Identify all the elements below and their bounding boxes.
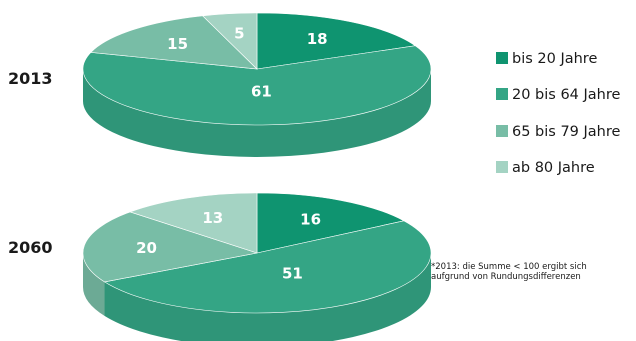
legend-item-20-to-64: 20 bis 64 Jahre <box>496 87 621 103</box>
pies-group: 18 61 15 5 16 51 20 13 <box>82 12 432 341</box>
legend-swatch-80-plus <box>496 161 508 173</box>
pie-2013-value-under-20: 18 <box>307 30 328 48</box>
pie-2060-side-65-to-79 <box>83 253 105 316</box>
pie-2013-value-20-to-64: 61 <box>251 82 272 100</box>
pie-2013-slice-65-to-79 <box>90 15 258 70</box>
legend-swatch-20-to-64 <box>496 88 508 100</box>
legend-label-under-20: bis 20 Jahre <box>512 51 597 67</box>
pie-2060-value-65-to-79: 20 <box>136 239 157 257</box>
legend-swatch-under-20 <box>496 52 508 64</box>
pie-2060-value-80-plus: 13 <box>202 209 223 227</box>
pie-2060-value-under-20: 16 <box>300 210 321 228</box>
legend: bis 20 Jahre 20 bis 64 Jahre 65 bis 79 J… <box>496 51 621 176</box>
year-label-2060: 2060 <box>8 238 53 257</box>
legend-label-80-plus: ab 80 Jahre <box>512 160 595 176</box>
pie-2060-slice-under-20 <box>256 192 405 254</box>
pie-2060-slice-20-to-64 <box>103 220 432 314</box>
pie-2013-value-65-to-79: 15 <box>167 35 188 53</box>
pie-2013-slice-80-plus <box>202 12 258 70</box>
pie-2060-slice-80-plus <box>129 192 258 254</box>
pie-2013-side-20-to-64 <box>83 69 431 157</box>
footnote-line-2: aufgrund von Rundungsdifferenzen <box>431 272 581 282</box>
pie-2060-slice-65-to-79 <box>82 211 258 283</box>
year-label-2013: 2013 <box>8 69 53 88</box>
legend-label-20-to-64: 20 bis 64 Jahre <box>512 87 621 103</box>
legend-label-65-to-79: 65 bis 79 Jahre <box>512 124 621 140</box>
legend-item-80-plus: ab 80 Jahre <box>496 160 595 176</box>
pie-2013-slice-20-to-64 <box>82 45 432 126</box>
legend-item-65-to-79: 65 bis 79 Jahre <box>496 124 621 140</box>
pie-2060-side-20-to-64 <box>104 253 431 341</box>
legend-item-under-20: bis 20 Jahre <box>496 51 597 67</box>
footnote-line-1: *2013: die Summe < 100 ergibt sich <box>431 262 587 272</box>
pie-2013-slice-under-20 <box>256 12 417 70</box>
pie-2060-value-20-to-64: 51 <box>282 265 303 283</box>
legend-swatch-65-to-79 <box>496 125 508 137</box>
pie-2013-value-80-plus: 5 <box>234 25 244 43</box>
